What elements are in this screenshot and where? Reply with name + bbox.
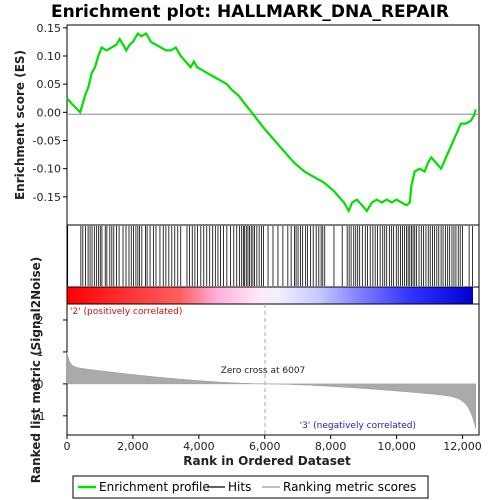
metric-y-tick-label: -1 [35,410,46,423]
x-axis-label: Rank in Ordered Dataset [183,454,351,468]
es-y-tick-label: 0.10 [37,50,62,63]
legend-ranking-label: Ranking metric scores [283,480,416,494]
enrichment-profile-line [66,31,477,214]
es-y-tick-label: -0.10 [33,163,61,176]
metric-y-tick-label: 2 [37,314,44,327]
ranked-metric-area [66,352,476,429]
es-y-tick-label: -0.15 [33,191,61,204]
metric-y-tick-label: 1 [37,346,44,359]
es-panel-frame [66,24,480,226]
y-axis-label-top: Enrichment score (ES) [13,50,27,200]
y-axis-label-bottom: Ranked list metric (Signal2Noise) [29,257,43,484]
x-tick-label: 10,000 [377,440,416,453]
x-tick-label: 12,000 [443,440,482,453]
zero-cross-label: Zero cross at 6007 [221,366,306,376]
legend-profile-label: Enrichment profile [99,480,210,494]
neg-correlated-label: '3' (negatively correlated) [300,421,416,431]
es-y-tick-label: 0.15 [37,22,62,35]
pos-correlated-label: '2' (positively correlated) [70,307,182,317]
chart-title: Enrichment plot: HALLMARK_DNA_REPAIR [51,2,449,22]
es-y-tick-label: 0.05 [37,78,62,91]
metric-y-tick-label: 0 [37,378,44,391]
x-tick-label: 6,000 [249,440,281,453]
x-tick-label: 4,000 [183,440,215,453]
x-tick-label: 0 [64,440,71,453]
es-y-tick-label: -0.05 [33,134,61,147]
correlation-color-bar [67,287,473,304]
legend-box [72,475,429,499]
legend-hits-label: Hits [228,480,251,494]
metric-panel-frame [66,303,480,436]
x-tick-label: 8,000 [315,440,347,453]
x-tick-label: 2,000 [117,440,149,453]
es-y-tick-label: 0.00 [37,106,62,119]
